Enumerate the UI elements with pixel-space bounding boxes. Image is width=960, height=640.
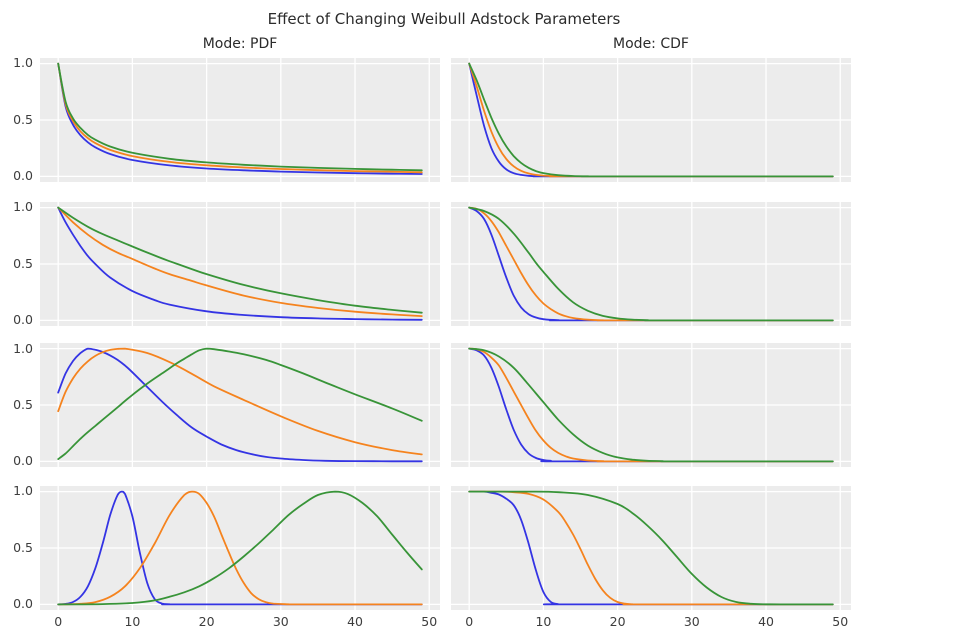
x-tick-label: 0 xyxy=(465,613,474,629)
line-series3 xyxy=(57,206,423,314)
line-series2 xyxy=(57,347,423,456)
subplot-pdf-row1 xyxy=(40,57,440,182)
line-series3 xyxy=(57,347,423,460)
y-tick-label: 0.0 xyxy=(13,167,33,183)
subplot-cdf-row2 xyxy=(451,201,851,326)
x-tick-label: 10 xyxy=(535,613,552,629)
y-tick-label: 0.5 xyxy=(13,111,33,127)
y-tick-label: 0.5 xyxy=(13,397,33,412)
x-tick-label: 30 xyxy=(272,613,289,629)
line-series3 xyxy=(468,490,834,605)
x-tick-label: 50 xyxy=(421,613,438,629)
subplot-pdf-row3 xyxy=(40,343,440,467)
y-tick-label: 0.0 xyxy=(13,595,33,611)
line-series2 xyxy=(468,206,834,321)
y-tick-label: 0.5 xyxy=(13,539,33,555)
line-series2 xyxy=(57,490,423,605)
y-tick-label: 1.0 xyxy=(13,340,33,356)
subplot-pdf-row2 xyxy=(40,201,440,326)
line-series1 xyxy=(57,347,423,463)
x-tick-label: 50 xyxy=(832,613,849,629)
x-tick-label: 20 xyxy=(609,613,626,629)
line-series1 xyxy=(468,490,834,605)
y-tick-label: 0.5 xyxy=(13,255,33,271)
x-tick-label: 40 xyxy=(758,613,774,629)
line-series2 xyxy=(468,62,834,177)
y-tick-label: 1.0 xyxy=(13,483,33,499)
subplot-cdf-row1 xyxy=(451,57,851,182)
line-series3 xyxy=(57,490,423,605)
x-tick-label: 20 xyxy=(198,613,215,629)
y-tick-label: 1.0 xyxy=(13,199,33,215)
subplot-column-title-cdf: Mode: CDF xyxy=(613,36,689,52)
line-series1 xyxy=(57,62,423,175)
line-series1 xyxy=(468,206,834,321)
line-series2 xyxy=(468,490,834,605)
line-series3 xyxy=(468,62,834,177)
subplot-pdf-row4 xyxy=(40,485,440,610)
line-series3 xyxy=(57,62,423,171)
line-series2 xyxy=(468,347,834,463)
line-series3 xyxy=(468,347,834,463)
line-series1 xyxy=(468,62,834,177)
y-tick-label: 0.0 xyxy=(13,453,33,469)
line-series1 xyxy=(468,347,834,463)
x-tick-label: 40 xyxy=(347,613,363,629)
line-series2 xyxy=(57,62,423,173)
line-series1 xyxy=(57,490,423,605)
x-tick-label: 0 xyxy=(54,613,63,629)
line-series1 xyxy=(57,206,423,321)
subplot-cdf-row3 xyxy=(451,343,851,467)
subplot-cdf-row4 xyxy=(451,485,851,610)
subplot-column-title-pdf: Mode: PDF xyxy=(202,36,278,52)
line-series3 xyxy=(468,206,834,321)
figure-title: Effect of Changing Weibull Adstock Param… xyxy=(267,10,621,28)
y-tick-label: 1.0 xyxy=(13,55,33,71)
x-tick-label: 10 xyxy=(124,613,141,629)
y-tick-label: 0.0 xyxy=(13,311,33,327)
line-series2 xyxy=(57,206,423,317)
x-tick-label: 30 xyxy=(683,613,700,629)
